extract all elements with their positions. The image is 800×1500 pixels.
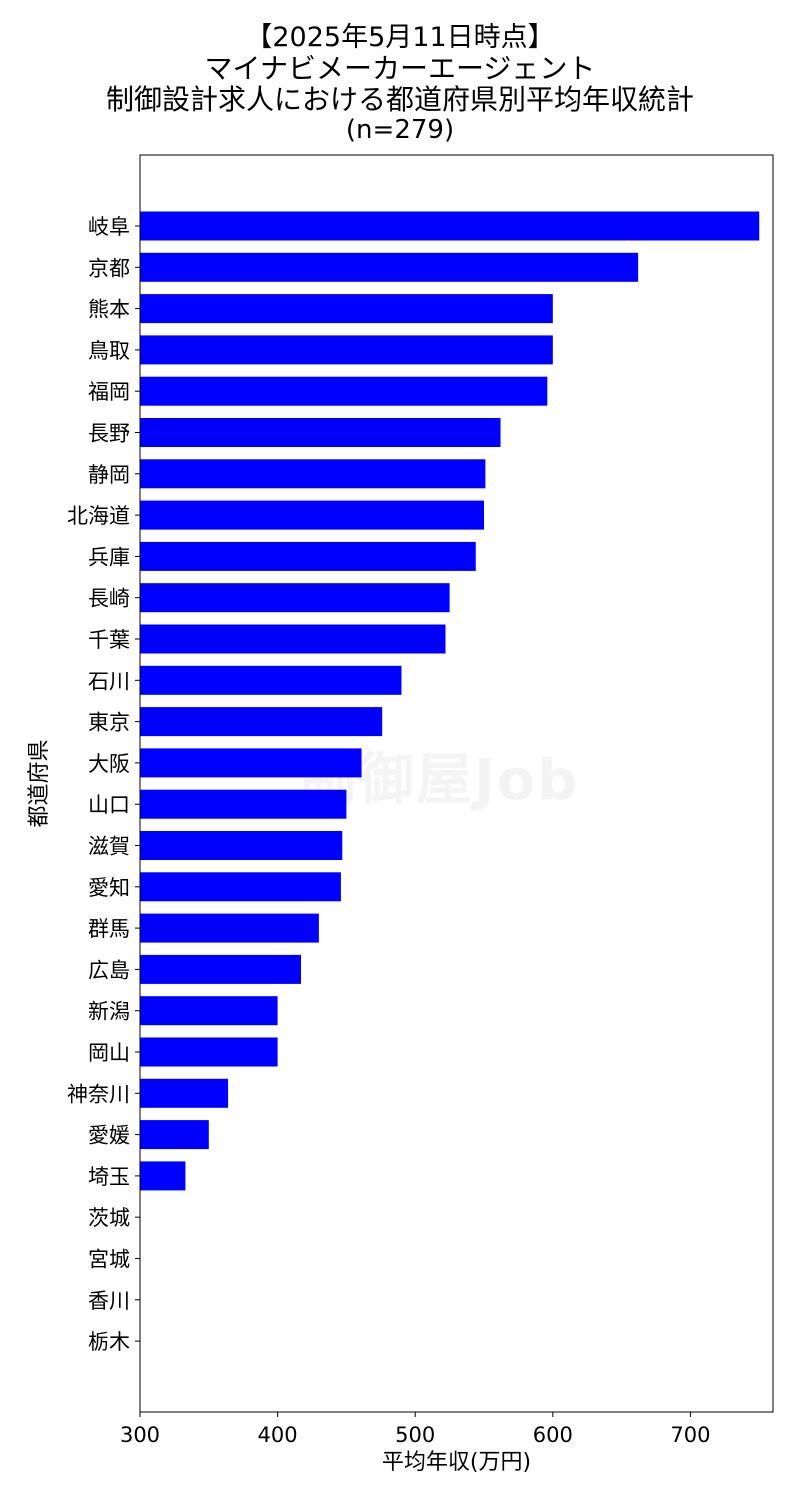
y-tick-label: 栃木 <box>88 1330 130 1354</box>
y-tick-label: 埼玉 <box>88 1165 130 1189</box>
y-tick-label: 山口 <box>88 793 130 817</box>
y-tick-label: 群馬 <box>88 917 130 941</box>
x-tick-label: 500 <box>395 1423 435 1447</box>
y-tick-label: 長崎 <box>88 587 130 611</box>
y-tick-label: 岡山 <box>88 1041 130 1065</box>
y-tick-label: 新潟 <box>88 1000 130 1024</box>
bar-山口 <box>140 789 347 819</box>
y-tick-label: 福岡 <box>88 380 130 404</box>
bar-広島 <box>140 954 302 984</box>
chart-title: 【2025年5月11日時点】 マイナビメーカーエージェント 制御設計求人における… <box>0 22 800 146</box>
bar-新潟 <box>140 996 278 1026</box>
bar-兵庫 <box>140 541 476 571</box>
y-tick-label: 東京 <box>88 711 130 735</box>
bar-長崎 <box>140 583 450 613</box>
y-axis: 岐阜京都熊本鳥取福岡長野静岡北海道兵庫長崎千葉石川東京大阪山口滋賀愛知群馬広島新… <box>67 215 140 1354</box>
y-tick-label: 愛知 <box>88 876 130 900</box>
y-tick-label: 大阪 <box>88 752 130 776</box>
title-line-date: 【2025年5月11日時点】 <box>245 22 555 53</box>
bar-東京 <box>140 707 383 737</box>
bar-大阪 <box>140 748 362 778</box>
bar-滋賀 <box>140 831 343 860</box>
x-tick-label: 600 <box>533 1423 573 1447</box>
y-tick-label: 茨城 <box>88 1206 130 1230</box>
x-axis-label: 平均年収(万円) <box>382 1450 531 1475</box>
bar-埼玉 <box>140 1161 186 1191</box>
bar-愛媛 <box>140 1120 209 1150</box>
x-axis: 300 400 500 600 700 <box>120 1412 710 1447</box>
bar-神奈川 <box>140 1078 229 1108</box>
y-tick-label: 京都 <box>88 256 130 280</box>
title-line-brand: マイナビメーカーエージェント <box>204 52 596 85</box>
y-tick-label: 千葉 <box>88 628 130 652</box>
y-tick-label: 岐阜 <box>88 215 130 239</box>
y-tick-label: 静岡 <box>88 463 130 487</box>
bar-群馬 <box>140 913 319 943</box>
x-tick-label: 700 <box>670 1423 710 1447</box>
x-tick-label: 300 <box>120 1423 160 1447</box>
bar-鳥取 <box>140 335 553 365</box>
bar-石川 <box>140 665 402 695</box>
y-tick-label: 愛媛 <box>88 1124 130 1148</box>
y-tick-label: 宮城 <box>88 1248 130 1272</box>
y-tick-label: 兵庫 <box>88 545 130 569</box>
bar-岐阜 <box>140 211 760 241</box>
y-axis-label: 都道府県 <box>27 739 52 827</box>
y-tick-label: 長野 <box>88 422 130 446</box>
y-tick-label: 広島 <box>88 958 130 982</box>
bar-愛知 <box>140 872 341 902</box>
bar-福岡 <box>140 376 548 406</box>
y-tick-label: 滋賀 <box>88 835 130 859</box>
y-tick-label: 石川 <box>88 669 130 693</box>
bar-岡山 <box>140 1037 278 1067</box>
y-tick-label: 熊本 <box>88 298 130 322</box>
y-tick-label: 鳥取 <box>88 339 130 363</box>
plot-frame <box>139 154 774 1413</box>
y-tick-label: 神奈川 <box>67 1082 130 1106</box>
y-tick-label: 香川 <box>88 1289 130 1313</box>
bar-熊本 <box>140 294 553 324</box>
title-line-sample-size: (n=279) <box>345 115 455 145</box>
bar-北海道 <box>140 500 485 530</box>
bar-長野 <box>140 418 501 447</box>
title-line-subject: 制御設計求人における都道府県別平均年収統計 <box>105 83 694 116</box>
x-tick-label: 400 <box>258 1423 298 1447</box>
bar-京都 <box>140 252 639 282</box>
bar-千葉 <box>140 624 446 654</box>
bars-group <box>140 211 760 1191</box>
bar-静岡 <box>140 459 486 489</box>
y-tick-label: 北海道 <box>67 504 130 528</box>
